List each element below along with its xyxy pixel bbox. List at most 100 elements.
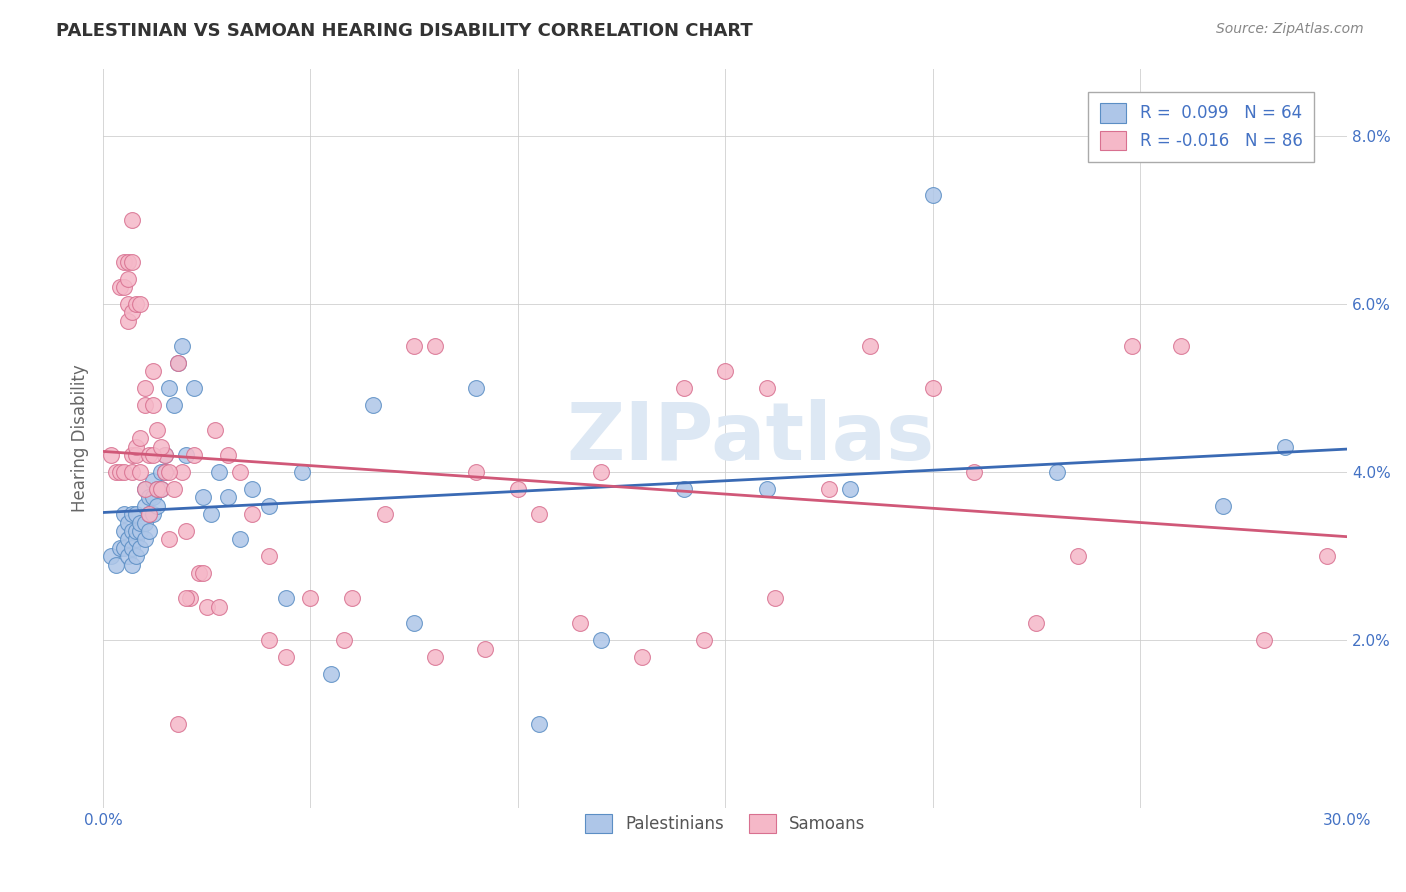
Point <box>129 465 152 479</box>
Point <box>125 297 148 311</box>
Point <box>183 448 205 462</box>
Point <box>150 482 173 496</box>
Point <box>714 364 737 378</box>
Point <box>170 465 193 479</box>
Point <box>117 533 139 547</box>
Point <box>183 381 205 395</box>
Point <box>121 558 143 572</box>
Point <box>404 616 426 631</box>
Point <box>100 549 122 564</box>
Point <box>121 507 143 521</box>
Point <box>291 465 314 479</box>
Point <box>921 187 943 202</box>
Point <box>108 465 131 479</box>
Point <box>108 541 131 555</box>
Point <box>155 448 177 462</box>
Point <box>763 591 786 606</box>
Point <box>274 650 297 665</box>
Point <box>112 465 135 479</box>
Point <box>321 667 343 681</box>
Point <box>129 516 152 530</box>
Text: ZIPatlas: ZIPatlas <box>567 400 934 477</box>
Point <box>117 297 139 311</box>
Point <box>229 465 252 479</box>
Point <box>1253 633 1275 648</box>
Point <box>242 507 264 521</box>
Point <box>465 381 488 395</box>
Point <box>138 524 160 538</box>
Y-axis label: Hearing Disability: Hearing Disability <box>72 365 89 512</box>
Point <box>174 524 197 538</box>
Point <box>1067 549 1090 564</box>
Point <box>104 558 127 572</box>
Point <box>142 398 165 412</box>
Point <box>162 398 184 412</box>
Point <box>112 524 135 538</box>
Point <box>361 398 384 412</box>
Point <box>146 482 169 496</box>
Point <box>125 440 148 454</box>
Point <box>117 255 139 269</box>
Point <box>257 499 280 513</box>
Point <box>117 271 139 285</box>
Point <box>1357 482 1379 496</box>
Point <box>859 339 882 353</box>
Point <box>134 381 156 395</box>
Point <box>1025 616 1047 631</box>
Point <box>142 364 165 378</box>
Point <box>155 465 177 479</box>
Point <box>125 507 148 521</box>
Point <box>527 507 550 521</box>
Point <box>125 524 148 538</box>
Point <box>134 482 156 496</box>
Point <box>174 448 197 462</box>
Point <box>121 448 143 462</box>
Point <box>134 482 156 496</box>
Point <box>138 507 160 521</box>
Point <box>142 474 165 488</box>
Point <box>121 212 143 227</box>
Point <box>155 465 177 479</box>
Point <box>818 482 841 496</box>
Point <box>150 482 173 496</box>
Point <box>332 633 354 648</box>
Point <box>527 717 550 731</box>
Point <box>142 507 165 521</box>
Point <box>108 280 131 294</box>
Point <box>134 499 156 513</box>
Point <box>631 650 654 665</box>
Point <box>121 305 143 319</box>
Point <box>104 465 127 479</box>
Point <box>179 591 201 606</box>
Point <box>404 339 426 353</box>
Point <box>242 482 264 496</box>
Point <box>170 339 193 353</box>
Point <box>672 482 695 496</box>
Point <box>138 491 160 505</box>
Point <box>465 465 488 479</box>
Point <box>129 524 152 538</box>
Point <box>155 448 177 462</box>
Text: Source: ZipAtlas.com: Source: ZipAtlas.com <box>1216 22 1364 37</box>
Legend: Palestinians, Samoans: Palestinians, Samoans <box>574 802 877 845</box>
Point <box>191 491 214 505</box>
Point <box>125 448 148 462</box>
Point <box>121 541 143 555</box>
Point <box>150 465 173 479</box>
Point <box>129 297 152 311</box>
Point <box>204 423 226 437</box>
Point <box>146 482 169 496</box>
Point <box>755 482 778 496</box>
Point <box>117 516 139 530</box>
Point <box>200 507 222 521</box>
Point <box>121 524 143 538</box>
Point <box>299 591 322 606</box>
Point <box>174 591 197 606</box>
Point <box>121 255 143 269</box>
Point <box>162 482 184 496</box>
Point <box>423 650 446 665</box>
Point <box>374 507 396 521</box>
Point <box>142 491 165 505</box>
Point <box>589 465 612 479</box>
Point <box>117 549 139 564</box>
